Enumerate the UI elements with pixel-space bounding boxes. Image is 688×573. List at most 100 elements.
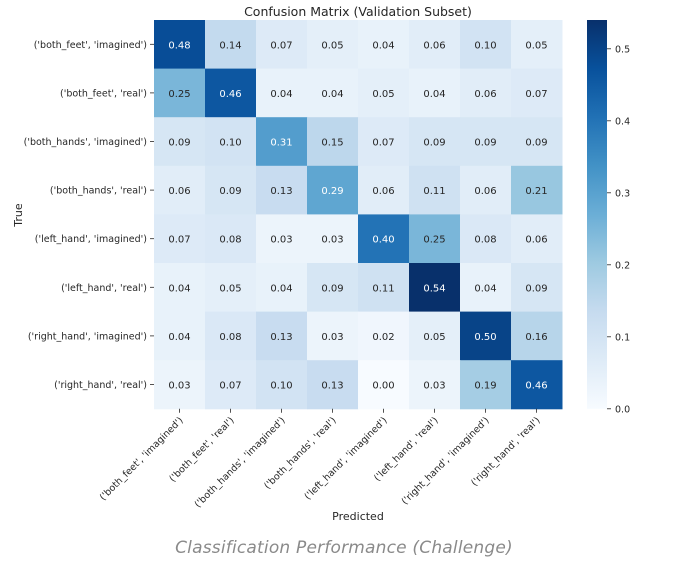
heatmap-cell [307,311,359,361]
colorbar-tick-label: 0.1 [615,332,630,343]
cell-value-label: 0.03 [270,235,292,246]
heatmap-cell [409,311,461,361]
heatmap-cell [460,20,512,70]
y-tick-label: ('both_hands', 'real') [50,186,147,197]
cell-value-label: 0.10 [474,40,496,51]
heatmap-cell [307,214,359,264]
heatmap-cell [409,20,461,70]
heatmap-cell [256,360,308,410]
cell-value-label: 0.07 [270,40,292,51]
heatmap-cell [205,117,257,167]
heatmap-cell [460,360,512,410]
heatmap-cell [154,117,206,167]
cell-value-label: 0.25 [168,89,190,100]
cell-value-label: 0.03 [423,381,445,392]
cell-value-label: 0.03 [321,235,343,246]
heatmap-cell [358,20,410,70]
heatmap-cell [205,214,257,264]
heatmap-cell [460,311,512,361]
y-axis-ticks: ('both_feet', 'imagined') ('both_feet', '… [24,40,154,391]
heatmap-cell [256,214,308,264]
y-tick-label: ('both_feet', 'real') [60,88,147,99]
cell-value-label: 0.06 [168,186,190,197]
cell-value-label: 0.06 [372,186,394,197]
cell-value-label: 0.07 [219,381,241,392]
heatmap-cells [154,20,563,410]
cell-value-label: 0.04 [372,40,394,51]
cell-value-label: 0.50 [474,332,496,343]
heatmap-cell [511,20,563,70]
heatmap-cell [256,68,308,118]
cell-value-label: 0.09 [525,138,547,149]
heatmap-cell [409,117,461,167]
cell-value-label: 0.04 [270,89,292,100]
x-axis-label: Predicted [332,510,384,523]
heatmap-cell [358,311,410,361]
cell-value-label: 0.00 [372,381,394,392]
heatmap-cell [460,263,512,313]
heatmap-cell [460,214,512,264]
cell-value-label: 0.07 [372,138,394,149]
heatmap-cell [409,165,461,215]
colorbar-tick-label: 0.5 [615,44,630,55]
cell-value-label: 0.05 [423,332,445,343]
heatmap-cell [358,360,410,410]
heatmap-cell [256,263,308,313]
heatmap-cell [256,20,308,70]
heatmap-cell [307,263,359,313]
heatmap-cell [409,360,461,410]
cell-value-label: 0.25 [423,235,445,246]
cell-value-label: 0.13 [321,381,343,392]
cell-value-label: 0.03 [321,332,343,343]
x-tick-label: ('right_hand', 'imagined') [400,415,492,507]
cell-value-label: 0.09 [168,138,190,149]
cell-value-label: 0.04 [168,332,190,343]
cell-value-label: 0.10 [270,381,292,392]
cell-value-label: 0.09 [219,186,241,197]
y-tick-label: ('both_hands', 'imagined') [24,137,147,148]
cell-value-label: 0.09 [525,283,547,294]
cell-value-label: 0.08 [219,332,241,343]
cell-value-label: 0.54 [423,283,445,294]
cell-value-label: 0.02 [372,332,394,343]
heatmap-cell [307,117,359,167]
cell-value-label: 0.06 [474,89,496,100]
cell-value-label: 0.06 [423,40,445,51]
cell-value-label: 0.08 [474,235,496,246]
heatmap-cell [205,263,257,313]
cell-value-label: 0.04 [321,89,343,100]
heatmap-cell [205,360,257,410]
heatmap-cell [511,165,563,215]
cell-value-label: 0.07 [525,89,547,100]
cell-value-label: 0.04 [270,283,292,294]
cell-value-label: 0.05 [219,283,241,294]
cell-value-label: 0.48 [168,40,190,51]
heatmap-cell [409,214,461,264]
heatmap-cell [154,311,206,361]
colorbar-tick-label: 0.4 [615,116,630,127]
heatmap-cell [205,20,257,70]
heatmap-cell [154,214,206,264]
colorbar-tick-label: 0.3 [615,188,630,199]
colorbar-ticks: 0.0 0.1 0.2 0.3 0.4 0.5 [607,44,630,415]
heatmap-cell [358,165,410,215]
heatmap-cell [409,263,461,313]
cell-value-label: 0.16 [525,332,547,343]
heatmap-cell [358,68,410,118]
cell-value-label: 0.13 [270,332,292,343]
heatmap-cell [154,20,206,70]
cell-value-label: 0.31 [270,138,292,149]
x-tick-label: ('left_hand', 'imagined') [302,415,389,502]
heatmap-cell [154,263,206,313]
cell-value-label: 0.04 [474,283,496,294]
cell-value-label: 0.06 [474,186,496,197]
heatmap-cell [511,360,563,410]
heatmap-cell [256,165,308,215]
cell-value-label: 0.29 [321,186,343,197]
heatmap-cell-labels: 0.48 0.14 0.07 0.05 0.04 0.06 0.10 0.05 0.25 0.46… [168,40,547,391]
cell-value-label: 0.19 [474,381,496,392]
heatmap-cell [307,360,359,410]
heatmap-cell [460,165,512,215]
y-tick-label: ('left_hand', 'real') [61,283,147,294]
y-tick-label: ('right_hand', 'real') [54,380,147,391]
